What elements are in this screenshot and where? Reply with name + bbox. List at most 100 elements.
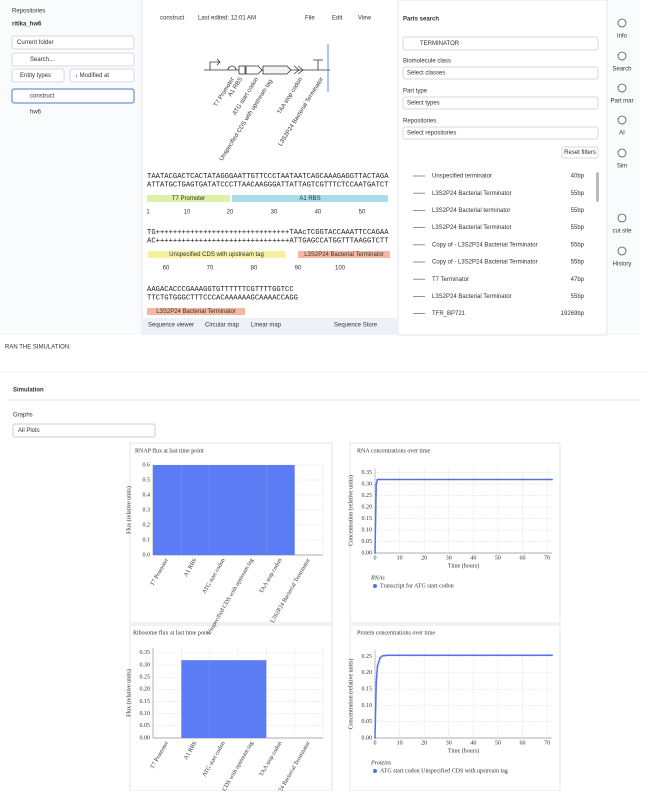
legend-label: Transcript for ATG start codon: [380, 582, 454, 589]
result-name: Copy of - L3S2P24 Bacterial Terminator: [432, 242, 538, 248]
y-axis-label: Flux (relative units): [125, 486, 132, 534]
x-tick-label: T7 Promoter: [150, 741, 170, 770]
entity-item: construct: [30, 94, 55, 100]
ruler-label: 40: [315, 210, 322, 216]
legend-title: RNAs: [370, 575, 385, 581]
result-name: L3S2P24 Bacterial Terminator: [432, 191, 512, 197]
legend-marker: [373, 769, 377, 773]
filter-select[interactable]: [402, 66, 599, 80]
chart-frame: [129, 442, 333, 624]
sequence-bottom: ATTATGCTGAGTGATATCCCTTAACAAGGGATTATTAGTC…: [147, 181, 389, 189]
rail-icon[interactable]: [617, 115, 627, 125]
parts-panel: [397, 0, 608, 336]
chart-title: RNA concentrations over time: [357, 448, 430, 454]
feature: [147, 195, 230, 202]
x-axis-label: Time (hours): [448, 747, 479, 754]
filter-select[interactable]: [402, 126, 599, 140]
filter-placeholder: Select types: [407, 101, 440, 107]
x-tick-label: 20: [421, 555, 427, 561]
y-tick-label: 0.6: [143, 462, 151, 468]
x-tick-label: 20: [421, 740, 427, 746]
bar: [209, 465, 238, 555]
x-tick-label: 40: [470, 555, 476, 561]
ruler-label: 90: [295, 266, 302, 272]
point: [376, 478, 379, 481]
filter-label: Entity types: [20, 73, 51, 79]
rail-icon[interactable]: [617, 18, 627, 28]
scrollbar: [596, 172, 599, 202]
legend-title: Proteins: [370, 760, 392, 766]
result-name: TFR_BP721: [432, 311, 466, 317]
document-name: construct: [160, 16, 185, 22]
search-query: TERMINATOR: [420, 41, 460, 47]
result-name: L3S2P24 Bacterial Terminator: [432, 294, 512, 300]
parts-search-box[interactable]: [402, 36, 599, 51]
rail-label: cut site: [612, 229, 632, 235]
caption: RAN THE SIMULATION:: [5, 345, 71, 351]
sequence-bottom: TTCTGTGGGCTTTCCCACAAAAAAGCAAAACCAGG: [147, 294, 298, 302]
result-size: 19269bp: [561, 311, 585, 317]
selected-item[interactable]: [11, 88, 135, 104]
x-axis-label: Time (hours): [448, 562, 479, 569]
result-size: 55bp: [571, 294, 585, 300]
y-tick-label: 0.05: [362, 719, 373, 725]
y-tick-label: 0.20: [362, 670, 373, 676]
y-tick-label: 0.25: [140, 675, 151, 681]
x-tick-label: 0: [374, 740, 377, 746]
rail-icon[interactable]: [617, 51, 627, 61]
rail-icon[interactable]: [617, 246, 627, 256]
feature: [148, 251, 285, 258]
x-tick-label: 60: [520, 555, 526, 561]
point: [551, 654, 553, 657]
rail-label: Search: [612, 67, 631, 73]
x-tick-label: TAA stop codon: [259, 558, 284, 595]
chart-title: RNAP flux at last time point: [135, 447, 204, 454]
line-series: [374, 654, 552, 739]
search-box[interactable]: [11, 52, 135, 67]
filter-select[interactable]: [11, 68, 65, 83]
feature-label: T7 Promoter: [172, 196, 205, 202]
folder-select[interactable]: [11, 35, 135, 50]
feature: [147, 308, 245, 315]
y-tick-label: 0.15: [362, 686, 373, 692]
tab: Linear map: [251, 323, 282, 329]
graphs-select[interactable]: [12, 423, 156, 438]
point: [551, 478, 553, 481]
point: [379, 657, 381, 660]
ruler-label: 1: [146, 210, 150, 216]
feature-label: A1 RBS: [299, 196, 320, 202]
y-tick-label: 0.30: [140, 662, 151, 668]
result-size: 55bp: [571, 191, 585, 197]
bar: [181, 660, 210, 738]
reset-label: Reset filters: [564, 150, 596, 156]
result-size: 47bp: [571, 277, 585, 283]
result-size: 55bp: [571, 242, 585, 248]
rail-label: Info: [617, 34, 628, 40]
x-tick-label: 60: [520, 740, 526, 746]
ruler-label: 80: [251, 266, 258, 272]
feature-label: Unspecified CDS with upstream tag: [169, 252, 264, 258]
bar: [181, 465, 210, 555]
sequence-top: TG+++++++++++++++++++++++++++++++TAAcTCG…: [147, 229, 389, 237]
chart-frame: [349, 442, 561, 624]
rail-icon[interactable]: [617, 148, 627, 158]
menu: View: [358, 16, 372, 22]
point: [375, 483, 378, 485]
result-size: 55bp: [571, 225, 585, 231]
part-glyphs: [204, 44, 330, 92]
feature: [232, 195, 388, 202]
editor-background: [142, 0, 398, 335]
ruler-label: 10: [184, 210, 191, 216]
x-tick-label: 0: [374, 555, 377, 561]
sort-select[interactable]: [69, 68, 135, 83]
repo-name: ritika_hw6: [12, 22, 42, 28]
point: [381, 654, 384, 657]
result-size: 55bp: [571, 208, 585, 214]
point: [386, 654, 389, 657]
rail-icon[interactable]: [617, 213, 627, 223]
filter-select[interactable]: [402, 96, 599, 110]
point: [375, 681, 378, 684]
reset-button[interactable]: [561, 146, 599, 159]
rail-icon[interactable]: [617, 83, 627, 93]
